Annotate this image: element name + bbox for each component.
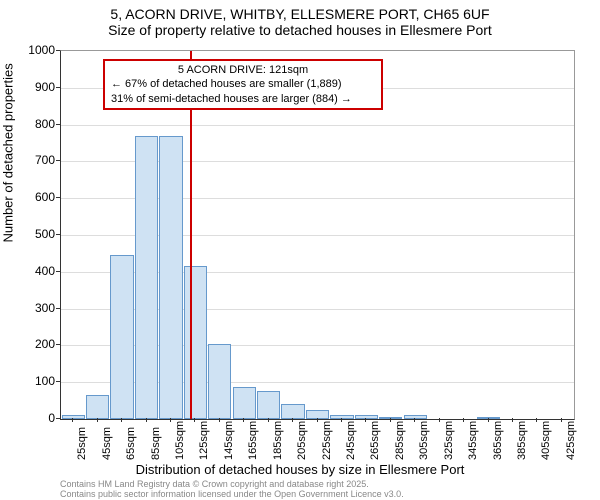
ytick-label: 600: [15, 190, 55, 204]
xtick-label: 225sqm: [321, 421, 333, 460]
xtick-mark: [488, 418, 489, 422]
marker-larger: 31% of semi-detached houses are larger (…: [111, 92, 375, 106]
xtick-mark: [536, 418, 537, 422]
xtick-label: 265sqm: [369, 421, 381, 460]
marker-title: 5 ACORN DRIVE: 121sqm: [111, 63, 375, 77]
ytick-label: 900: [15, 80, 55, 94]
xtick-mark: [194, 418, 195, 422]
xtick-mark: [365, 418, 366, 422]
xtick-label: 85sqm: [150, 427, 162, 460]
histogram-bar: [404, 415, 427, 419]
footer-line2: Contains public sector information licen…: [60, 490, 404, 500]
xtick-mark: [292, 418, 293, 422]
chart-container: 5, ACORN DRIVE, WHITBY, ELLESMERE PORT, …: [0, 0, 600, 500]
xtick-label: 165sqm: [247, 421, 259, 460]
xtick-mark: [170, 418, 171, 422]
xtick-label: 325sqm: [443, 421, 455, 460]
xtick-mark: [121, 418, 122, 422]
title-subtitle: Size of property relative to detached ho…: [0, 22, 600, 38]
xtick-mark: [146, 418, 147, 422]
histogram-bar: [159, 136, 182, 419]
xtick-label: 65sqm: [125, 427, 137, 460]
xtick-label: 245sqm: [345, 421, 357, 460]
xtick-mark: [341, 418, 342, 422]
xtick-label: 45sqm: [101, 427, 113, 460]
xtick-label: 345sqm: [467, 421, 479, 460]
xtick-label: 105sqm: [174, 421, 186, 460]
ytick-label: 300: [15, 301, 55, 315]
xtick-label: 285sqm: [394, 421, 406, 460]
xtick-mark: [414, 418, 415, 422]
ytick-label: 400: [15, 264, 55, 278]
ytick-label: 700: [15, 153, 55, 167]
ytick-mark: [56, 197, 60, 198]
xtick-label: 365sqm: [492, 421, 504, 460]
ytick-mark: [56, 234, 60, 235]
xtick-label: 185sqm: [272, 421, 284, 460]
marker-smaller: ← 67% of detached houses are smaller (1,…: [111, 77, 375, 91]
histogram-bar: [233, 387, 256, 419]
ytick-mark: [56, 87, 60, 88]
histogram-bar: [355, 415, 378, 419]
xtick-label: 145sqm: [223, 421, 235, 460]
xtick-label: 385sqm: [516, 421, 528, 460]
xtick-label: 125sqm: [198, 421, 210, 460]
ytick-mark: [56, 271, 60, 272]
plot-area: 5 ACORN DRIVE: 121sqm← 67% of detached h…: [60, 50, 575, 420]
ytick-mark: [56, 124, 60, 125]
xtick-mark: [439, 418, 440, 422]
gridline: [61, 125, 574, 126]
xtick-mark: [97, 418, 98, 422]
histogram-bar: [257, 391, 280, 419]
ytick-label: 800: [15, 117, 55, 131]
histogram-bar: [281, 404, 304, 419]
xtick-label: 305sqm: [418, 421, 430, 460]
ytick-label: 200: [15, 337, 55, 351]
histogram-bar: [208, 344, 231, 419]
xtick-label: 205sqm: [296, 421, 308, 460]
footer-attribution: Contains HM Land Registry data © Crown c…: [60, 480, 404, 500]
ytick-mark: [56, 344, 60, 345]
ytick-mark: [56, 50, 60, 51]
y-axis-label: Number of detached properties: [1, 63, 16, 242]
xtick-mark: [463, 418, 464, 422]
chart-title: 5, ACORN DRIVE, WHITBY, ELLESMERE PORT, …: [0, 0, 600, 38]
ytick-mark: [56, 160, 60, 161]
histogram-bar: [86, 395, 109, 419]
xtick-mark: [268, 418, 269, 422]
ytick-mark: [56, 308, 60, 309]
xtick-mark: [243, 418, 244, 422]
ytick-mark: [56, 381, 60, 382]
histogram-bar: [135, 136, 158, 419]
x-axis-label: Distribution of detached houses by size …: [0, 462, 600, 477]
ytick-label: 500: [15, 227, 55, 241]
xtick-mark: [561, 418, 562, 422]
xtick-label: 25sqm: [76, 427, 88, 460]
ytick-label: 100: [15, 374, 55, 388]
xtick-mark: [390, 418, 391, 422]
ytick-label: 1000: [15, 43, 55, 57]
title-address: 5, ACORN DRIVE, WHITBY, ELLESMERE PORT, …: [0, 6, 600, 22]
marker-annotation: 5 ACORN DRIVE: 121sqm← 67% of detached h…: [103, 59, 383, 110]
xtick-mark: [219, 418, 220, 422]
xtick-label: 405sqm: [540, 421, 552, 460]
xtick-mark: [72, 418, 73, 422]
xtick-mark: [512, 418, 513, 422]
histogram-bar: [110, 255, 133, 419]
ytick-label: 0: [15, 411, 55, 425]
histogram-bar: [62, 415, 85, 419]
ytick-mark: [56, 418, 60, 419]
xtick-mark: [317, 418, 318, 422]
xtick-label: 425sqm: [565, 421, 577, 460]
histogram-bar: [184, 266, 207, 419]
